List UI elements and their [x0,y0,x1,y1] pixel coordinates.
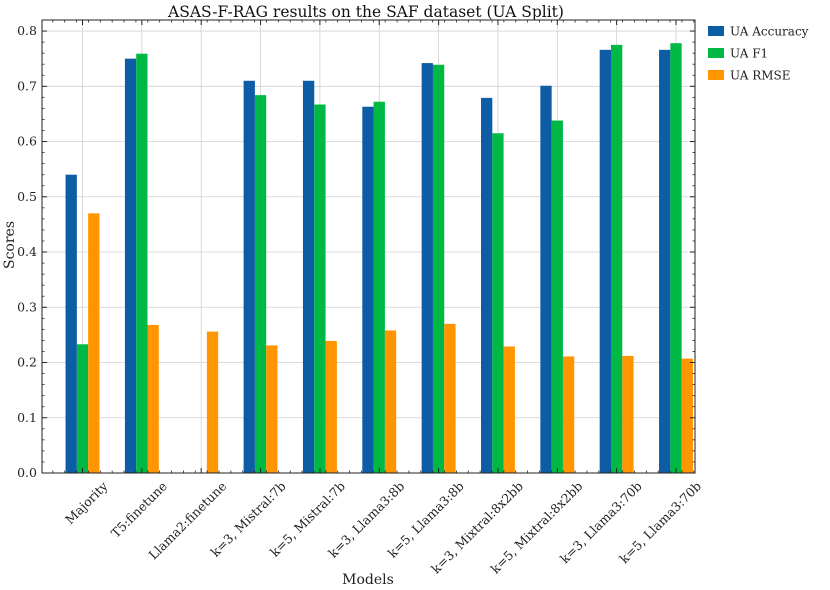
bars [65,43,693,474]
bar-ua-rmse [147,324,159,473]
bar-ua-accuracy [421,63,433,474]
bar-ua-rmse [681,358,693,473]
bar-ua-accuracy [65,174,77,473]
y-tick-label: 0.8 [17,23,37,38]
bar-ua-accuracy [599,49,611,474]
x-axis-label: Models [342,572,394,588]
bar-ua-f1 [611,44,623,474]
legend-swatch [708,70,724,80]
bar-ua-f1 [670,43,682,473]
bar-ua-accuracy [124,58,137,474]
bar-ua-rmse [384,330,397,473]
bar-ua-f1 [551,120,563,474]
y-axis-label: Scores [2,221,18,269]
axis-ticks [42,20,695,474]
y-tick-label: 0.4 [17,244,37,259]
chart-title: ASAS-F-RAG results on the SAF dataset (U… [167,3,564,21]
y-tick-label: 0.2 [17,355,37,370]
bar-ua-rmse [88,213,100,474]
plot-frame [41,19,696,474]
bar-ua-rmse [206,331,219,473]
bar-ua-accuracy [362,106,374,474]
legend-label: UA RMSE [730,69,791,83]
y-tick-label: 0.7 [17,78,37,93]
legend: UA Accuracy UA F1 UA RMSE [708,25,809,83]
y-tick-label: 0.5 [17,189,37,204]
legend-label: UA F1 [730,47,768,61]
bar-ua-rmse [622,355,634,473]
bar-ua-f1 [314,104,326,474]
legend-label: UA Accuracy [730,25,809,39]
bar-ua-rmse [444,323,456,473]
bar-ua-rmse [266,345,278,473]
y-tick-label: 0.6 [17,134,37,149]
legend-swatch [708,48,724,58]
y-tick-labels: 0.0 0.1 0.2 0.3 0.4 0.5 0.6 0.7 0.8 [17,23,37,480]
bar-ua-rmse [503,346,515,473]
bar-ua-f1 [373,101,385,473]
bar-ua-rmse [562,356,575,473]
bar-ua-accuracy [302,80,315,473]
bar-ua-accuracy [481,97,493,473]
y-tick-label: 0.1 [17,410,37,425]
y-tick-label: 0.0 [17,465,37,480]
bar-ua-accuracy [243,80,255,473]
bar-ua-rmse [325,340,337,473]
bar-ua-f1 [76,344,89,473]
bar-ua-accuracy [540,85,552,474]
bar-ua-f1 [136,53,148,473]
bar-ua-f1 [432,64,445,473]
bar-ua-accuracy [659,49,671,474]
bar-ua-f1 [254,95,267,473]
y-tick-label: 0.3 [17,299,37,314]
x-tick-label: Majority [62,478,111,527]
legend-swatch [708,26,724,36]
x-tick-label: T5:finetune [108,479,170,541]
bar-ua-f1 [492,133,504,473]
